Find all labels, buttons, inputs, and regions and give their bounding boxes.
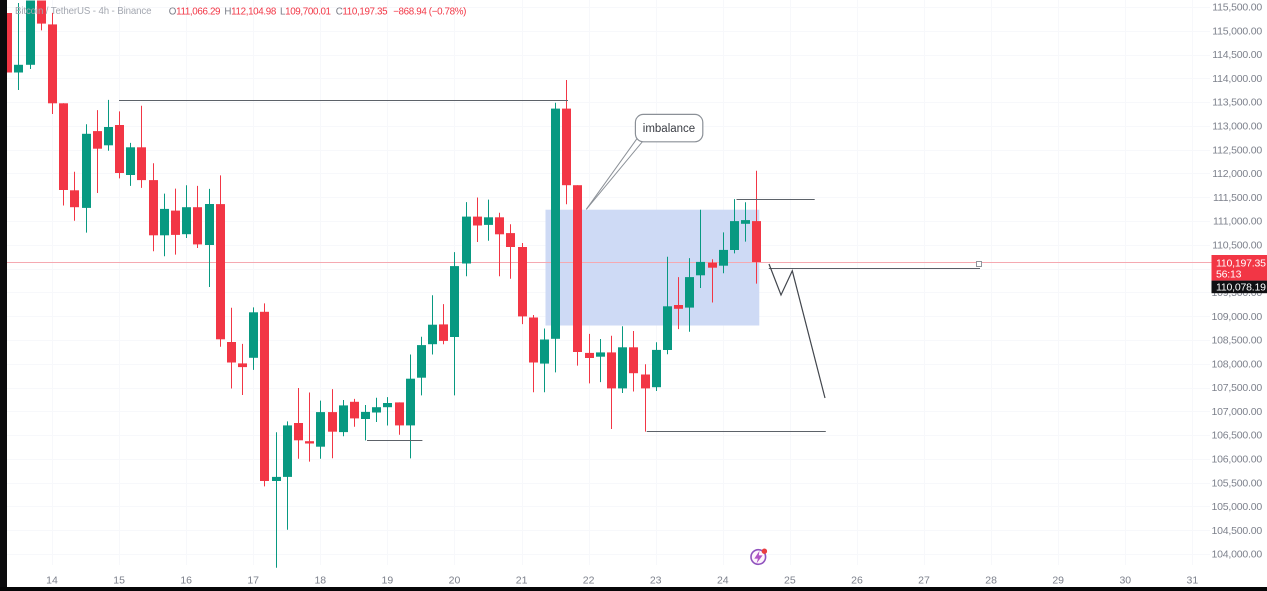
svg-text:56:13: 56:13 (1216, 269, 1242, 281)
svg-text:109,000.00: 109,000.00 (1211, 311, 1262, 323)
svg-text:104,000.00: 104,000.00 (1211, 549, 1262, 561)
svg-text:18: 18 (314, 575, 326, 587)
svg-text:107,000.00: 107,000.00 (1211, 406, 1262, 418)
svg-text:22: 22 (583, 575, 595, 587)
svg-text:114,000.00: 114,000.00 (1212, 73, 1262, 85)
svg-text:14: 14 (46, 575, 58, 587)
svg-text:107,500.00: 107,500.00 (1211, 382, 1262, 394)
svg-text:23: 23 (650, 575, 662, 587)
svg-text:115,000.00: 115,000.00 (1212, 25, 1262, 37)
svg-text:31: 31 (1187, 575, 1199, 587)
svg-text:112,500.00: 112,500.00 (1212, 144, 1262, 156)
svg-text:15: 15 (113, 575, 125, 587)
svg-text:110,500.00: 110,500.00 (1212, 239, 1262, 251)
svg-text:105,000.00: 105,000.00 (1211, 501, 1262, 513)
svg-text:29: 29 (1052, 575, 1064, 587)
svg-text:110,197.35: 110,197.35 (1216, 257, 1266, 269)
svg-text:110,078.19: 110,078.19 (1216, 281, 1266, 293)
svg-text:113,500.00: 113,500.00 (1212, 97, 1262, 109)
svg-text:24: 24 (717, 575, 729, 587)
svg-text:112,000.00: 112,000.00 (1212, 168, 1262, 180)
svg-text:C110,197.35: C110,197.35 (336, 7, 388, 18)
svg-text:106,500.00: 106,500.00 (1211, 430, 1262, 442)
svg-text:H112,104.98: H112,104.98 (224, 7, 276, 18)
svg-text:115,500.00: 115,500.00 (1212, 2, 1262, 14)
svg-text:Bitcoin / TetherUS - 4h - Bina: Bitcoin / TetherUS - 4h - Binance (15, 6, 151, 17)
svg-text:16: 16 (180, 575, 192, 587)
svg-text:113,000.00: 113,000.00 (1212, 121, 1262, 133)
svg-text:111,000.00: 111,000.00 (1213, 216, 1262, 228)
svg-text:21: 21 (516, 575, 528, 587)
svg-text:30: 30 (1119, 575, 1131, 587)
svg-text:26: 26 (851, 575, 863, 587)
svg-text:28: 28 (985, 575, 997, 587)
svg-text:114,500.00: 114,500.00 (1212, 49, 1262, 61)
svg-text:108,500.00: 108,500.00 (1211, 335, 1262, 347)
svg-text:19: 19 (382, 575, 394, 587)
svg-text:imbalance: imbalance (643, 123, 695, 135)
svg-text:108,000.00: 108,000.00 (1211, 358, 1262, 370)
svg-text:111,500.00: 111,500.00 (1213, 192, 1262, 204)
svg-text:105,500.00: 105,500.00 (1211, 477, 1262, 489)
svg-text:17: 17 (247, 575, 259, 587)
svg-text:27: 27 (918, 575, 930, 587)
svg-text:L109,700.01: L109,700.01 (280, 7, 331, 18)
svg-text:−868.94 (−0.78%): −868.94 (−0.78%) (393, 7, 466, 18)
svg-text:106,000.00: 106,000.00 (1211, 454, 1262, 466)
svg-text:O111,066.29: O111,066.29 (169, 7, 220, 18)
svg-text:25: 25 (784, 575, 796, 587)
svg-text:104,500.00: 104,500.00 (1211, 525, 1262, 537)
svg-text:20: 20 (449, 575, 461, 587)
